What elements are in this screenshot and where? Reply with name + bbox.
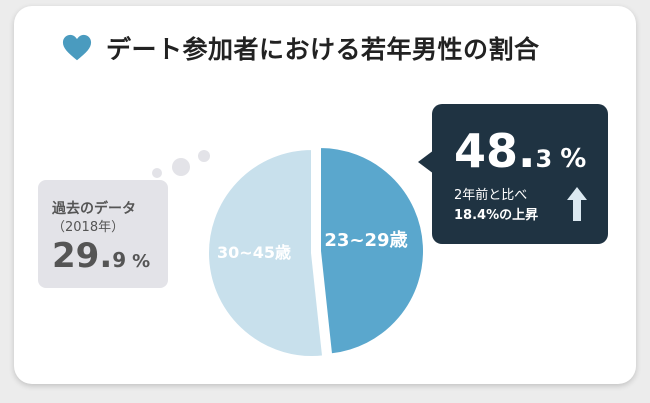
past-data-label: 過去のデータ bbox=[52, 201, 136, 217]
pie-slice-label: 30~45歳 bbox=[217, 243, 291, 262]
past-data-value: 29.9% bbox=[52, 236, 150, 276]
past-data-box: 過去のデータ （2018年） 29.9% bbox=[38, 180, 168, 288]
title-row: デート参加者における若年男性の割合 bbox=[62, 26, 540, 70]
thought-bubble-dot bbox=[198, 150, 210, 162]
callout-value: 48.3% bbox=[454, 124, 586, 178]
callout-comparison-text: 2年前と比べ bbox=[454, 188, 528, 203]
thought-bubble-dot bbox=[172, 158, 190, 176]
callout-value-dec: 3 bbox=[535, 145, 553, 173]
arrow-up-icon bbox=[567, 187, 587, 221]
thought-bubble-dot bbox=[152, 168, 162, 178]
pie-slice-label: 23~29歳 bbox=[324, 230, 407, 251]
page-title: デート参加者における若年男性の割合 bbox=[106, 35, 540, 64]
callout-increase-text: 18.4%の上昇 bbox=[454, 208, 539, 223]
pie-slice-age-30-45 bbox=[207, 147, 325, 358]
heart-icon bbox=[62, 34, 92, 61]
past-value-dec: 9 bbox=[112, 248, 127, 272]
callout-value-int: 48. bbox=[454, 124, 536, 178]
callout-box: 48.3% 2年前と比べ 18.4%の上昇 bbox=[432, 104, 608, 244]
past-data-year: （2018年） bbox=[52, 220, 125, 235]
past-value-int: 29. bbox=[52, 236, 113, 276]
past-value-unit: % bbox=[132, 251, 151, 272]
callout-value-unit: % bbox=[560, 144, 587, 174]
pie-slice-age-23-29 bbox=[319, 145, 425, 356]
callout-tail bbox=[418, 150, 434, 174]
